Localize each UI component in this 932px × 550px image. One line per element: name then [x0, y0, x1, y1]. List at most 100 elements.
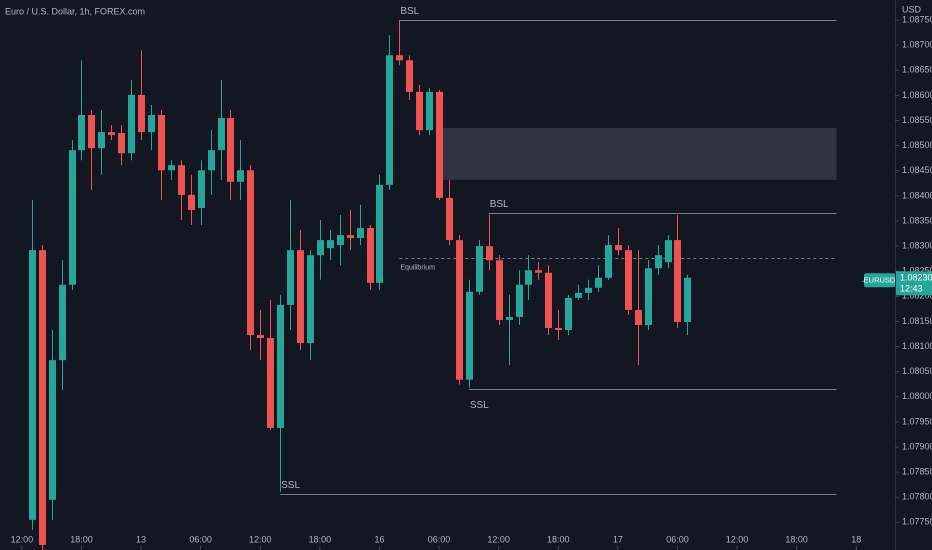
- candle-body: [367, 228, 374, 283]
- candle-body: [138, 94, 145, 133]
- x-tick-label: 16: [374, 534, 384, 544]
- x-tick-label: 12:00: [11, 534, 34, 544]
- candle-body: [466, 291, 473, 380]
- y-tick-label: 1.08050: [902, 366, 932, 376]
- y-tick-label: 1.08400: [902, 190, 932, 200]
- candle-body: [635, 309, 642, 325]
- level-label: BSL: [490, 199, 509, 210]
- candle-body: [506, 316, 513, 320]
- x-tick-label: 18:00: [547, 534, 570, 544]
- y-tick-label: 1.08100: [902, 341, 932, 351]
- candle-body: [49, 360, 56, 500]
- candle-body: [108, 132, 115, 136]
- x-tick-label: 06:00: [189, 534, 212, 544]
- candle-body: [128, 94, 135, 154]
- candle-body: [168, 165, 175, 171]
- candle-body: [426, 91, 433, 131]
- y-tick-label: 1.08450: [902, 165, 932, 175]
- y-tick-label: 1.07950: [902, 416, 932, 426]
- candle-body: [257, 335, 264, 339]
- x-tick-label: 06:00: [666, 534, 689, 544]
- x-tick-label: 18: [851, 534, 861, 544]
- candle-body: [456, 240, 463, 380]
- candle-body: [118, 133, 125, 154]
- y-tick-label: 1.08750: [902, 14, 932, 24]
- candle-body: [655, 255, 662, 269]
- candle-body: [376, 184, 383, 283]
- symbol-label: EURUSD: [864, 275, 896, 284]
- candle-body: [446, 197, 453, 241]
- candle-body: [516, 284, 523, 317]
- candle-body: [148, 115, 155, 133]
- x-tick-label: 13: [136, 534, 146, 544]
- x-tick-label: 12:00: [487, 534, 510, 544]
- candle-body: [39, 250, 46, 545]
- candle-body: [297, 250, 304, 344]
- y-tick-label: 1.08350: [902, 215, 932, 225]
- y-tick-label: 1.08550: [902, 115, 932, 125]
- x-tick-label: 12:00: [249, 534, 272, 544]
- y-tick-label: 1.08300: [902, 240, 932, 250]
- candle-body: [605, 245, 612, 278]
- candle-body: [247, 170, 254, 336]
- y-tick-label: 1.08000: [902, 391, 932, 401]
- price-tag: [896, 271, 932, 296]
- candle-body: [416, 91, 423, 131]
- candle-body: [178, 165, 185, 195]
- candle-body: [496, 260, 503, 320]
- candle-body: [98, 132, 105, 149]
- y-tick-label: 1.08650: [902, 65, 932, 75]
- last-price-label: 1.08230: [900, 273, 932, 283]
- chart-title: Euro / U.S. Dollar, 1h, FOREX.com: [5, 6, 145, 16]
- y-tick-label: 1.07900: [902, 441, 932, 451]
- candle-body: [545, 272, 552, 328]
- zone: [439, 128, 837, 180]
- candle-body: [486, 246, 493, 261]
- candle-body: [337, 235, 344, 246]
- x-tick-label: 17: [613, 534, 623, 544]
- countdown-label: 12:43: [900, 284, 923, 294]
- currency-label: USD: [902, 4, 922, 14]
- x-tick-label: 06:00: [428, 534, 451, 544]
- candle-body: [287, 250, 294, 305]
- y-tick-label: 1.07800: [902, 492, 932, 502]
- candle-body: [684, 277, 691, 322]
- candle-body: [59, 284, 66, 361]
- candle-body: [317, 240, 324, 256]
- candle-body: [575, 292, 582, 298]
- candle-body: [307, 255, 314, 344]
- candle-body: [645, 268, 652, 325]
- y-tick-label: 1.08500: [902, 140, 932, 150]
- candle-body: [665, 240, 672, 263]
- candle-body: [88, 115, 95, 149]
- candle-body: [267, 338, 274, 428]
- y-tick-label: 1.08150: [902, 316, 932, 326]
- candle-body: [237, 170, 244, 182]
- y-tick-label: 1.08600: [902, 90, 932, 100]
- candle-body: [78, 115, 85, 151]
- candle-body: [674, 240, 681, 322]
- level-label: SSL: [470, 400, 489, 411]
- candle-body: [227, 118, 234, 182]
- candle-body: [357, 228, 364, 239]
- y-tick-label: 1.07850: [902, 467, 932, 477]
- candle-body: [436, 91, 443, 198]
- level-label: Equilibrium: [400, 264, 435, 271]
- candle-body: [476, 246, 483, 292]
- candle-body: [198, 170, 205, 208]
- x-tick-label: 18:00: [309, 534, 332, 544]
- candle-body: [69, 150, 76, 285]
- symbol-tag: [864, 273, 895, 288]
- candle-body: [625, 250, 632, 310]
- y-tick-label: 1.08200: [902, 291, 932, 301]
- candle-body: [615, 245, 622, 251]
- candle-body: [347, 235, 354, 239]
- candle-body: [208, 150, 215, 171]
- candle-body: [188, 194, 195, 210]
- candle-body: [218, 118, 225, 151]
- candle-body: [595, 277, 602, 288]
- y-tick-label: 1.08250: [902, 266, 932, 276]
- candle-body: [29, 250, 36, 520]
